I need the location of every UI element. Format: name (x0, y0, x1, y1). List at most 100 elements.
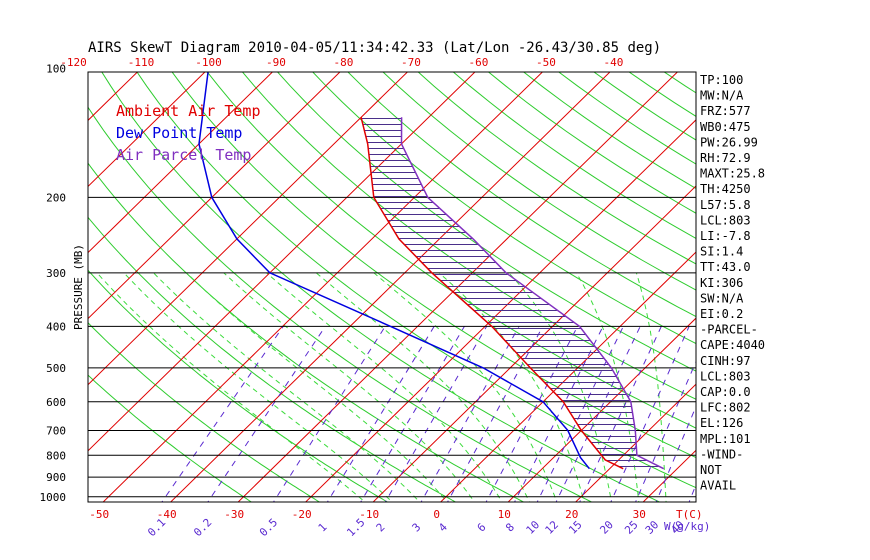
isotherm (574, 383, 696, 502)
pressure-tick-label: 400 (46, 320, 66, 333)
moist-adiabat (575, 272, 640, 502)
stat-line: LI:-7.8 (700, 229, 751, 243)
temp-tick-label-top: -50 (536, 56, 556, 69)
legend: Ambient Air Temp Dew Point Temp Air Parcel… (116, 102, 261, 164)
isotherm (0, 49, 26, 506)
stat-line: TP:100 (700, 73, 743, 87)
mixing-ratio-line (635, 360, 696, 502)
moist-adiabat (266, 272, 503, 502)
dry-adiabat (347, 72, 696, 318)
dry-adiabat (88, 269, 389, 502)
moist-adiabat (186, 272, 448, 502)
mixing-ratio-tick-label: 0.5 (257, 516, 280, 539)
stat-line: TT:43.0 (700, 260, 751, 274)
dew-point-line (198, 72, 590, 470)
moist-adiabat (373, 272, 558, 502)
mixing-ratio-line (161, 326, 284, 502)
temp-tick-label-top: -60 (469, 56, 489, 69)
mixing-ratio-line (384, 326, 488, 502)
stat-line: KI:306 (700, 276, 743, 290)
stat-line: WB0:475 (700, 120, 751, 134)
temp-axis-unit: T(C) (676, 508, 703, 521)
pressure-tick-label: 500 (46, 362, 66, 375)
dry-adiabat (88, 106, 593, 502)
moist-adiabat (123, 272, 393, 502)
isotherm (88, 72, 409, 386)
mixing-ratio-tick-label: 15 (566, 518, 585, 537)
legend-entry: Air Parcel Temp (116, 146, 251, 164)
temp-tick-label-bottom: -30 (224, 508, 244, 521)
mixing-ratio-line (536, 326, 624, 502)
temp-tick-label-top: -70 (401, 56, 421, 69)
temp-tick-label-bottom: 30 (633, 508, 646, 521)
isotherm (774, 49, 870, 506)
ambient-temp-line (360, 117, 624, 470)
temp-tick-label-bottom: -50 (89, 508, 109, 521)
stat-line: AVAIL (700, 479, 736, 493)
temp-tick-label-bottom: -20 (292, 508, 312, 521)
isotherm (88, 72, 274, 254)
dry-adiabat (88, 374, 253, 502)
mixing-ratio-line (446, 326, 544, 502)
dry-adiabat (88, 162, 525, 502)
legend-entry: Ambient Air Temp (116, 102, 261, 120)
temp-tick-label-bottom: 10 (498, 508, 511, 521)
stat-line: FRZ:577 (700, 104, 751, 118)
mixing-ratio-line (272, 326, 386, 502)
stat-line: NOT (700, 463, 722, 477)
mixing-ratio-line (207, 326, 326, 502)
stat-line: RH:72.9 (700, 151, 751, 165)
mixing-ratio-line (555, 326, 641, 502)
dry-adiabat (88, 322, 321, 502)
mixing-ratio-tick-label: 0.2 (191, 516, 214, 539)
series-layer (198, 72, 665, 470)
moist-adiabat (315, 272, 531, 502)
grid-layer (0, 49, 870, 506)
dry-adiabat (382, 72, 696, 291)
moist-adiabat (438, 272, 585, 502)
mixing-ratio-line (579, 326, 662, 502)
mixing-ratio-line (420, 326, 520, 502)
mixing-ratio-tick-label: 25 (622, 518, 641, 537)
mixing-ratio-line (360, 326, 465, 502)
dry-adiabat (206, 72, 696, 429)
stat-line: -PARCEL- (700, 323, 758, 337)
stat-line: CAPE:4040 (700, 338, 765, 352)
moist-adiabat (153, 272, 421, 502)
stat-line: SI:1.4 (700, 245, 743, 259)
pressure-tick-label: 700 (46, 424, 66, 437)
isotherm (169, 72, 611, 502)
stat-line: PW:26.99 (700, 135, 758, 149)
temp-tick-label-bottom: 0 (433, 508, 440, 521)
mixing-ratio-tick-label: 2 (374, 521, 388, 535)
stat-line: L57:5.8 (700, 198, 751, 212)
mixing-ratio-tick-label: 30 (643, 518, 662, 537)
temp-tick-label-top: -40 (604, 56, 624, 69)
stat-line: MW:N/A (700, 89, 744, 103)
moist-adiabat (96, 272, 366, 502)
chart-title: AIRS SkewT Diagram 2010-04-05/11:34:42.3… (88, 40, 661, 56)
stat-line: MPL:101 (700, 432, 751, 446)
isotherm (88, 72, 476, 452)
isotherm (102, 72, 544, 502)
mixing-ratio-tick-label: 6 (475, 521, 489, 535)
stat-line: LCL:803 (700, 213, 751, 227)
isotherm (88, 72, 341, 320)
dry-adiabat (487, 72, 696, 214)
temp-tick-label-top: -100 (195, 56, 222, 69)
mixing-ratio-unit: W(g/kg) (664, 520, 710, 533)
pressure-tick-label: 300 (46, 267, 66, 280)
dry-adiabat (171, 72, 696, 459)
temp-tick-label-top: -80 (334, 56, 354, 69)
moist-adiabat (635, 272, 667, 502)
temp-tick-label-bottom: 20 (565, 508, 578, 521)
stat-line: LCL:803 (700, 369, 751, 383)
pressure-tick-label: 600 (46, 396, 66, 409)
stat-line: CAP:0.0 (700, 385, 751, 399)
moist-adiabat (223, 272, 476, 502)
moist-adiabat (508, 272, 613, 502)
temp-tick-label-top: -120 (60, 56, 87, 69)
mixing-ratio-tick-label: 8 (503, 521, 517, 535)
